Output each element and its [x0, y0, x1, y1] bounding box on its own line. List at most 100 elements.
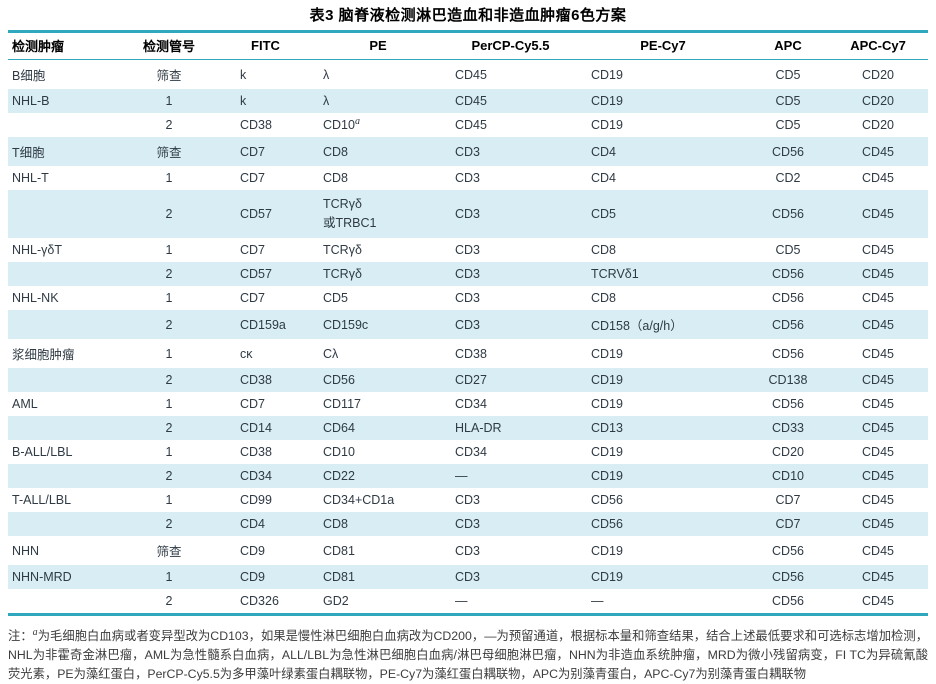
table-cell: CD7: [240, 171, 266, 185]
table-cell: CD45: [862, 493, 894, 507]
table-cell: 2: [165, 207, 173, 221]
table-cell: CD19: [591, 445, 623, 459]
table-cell: CD19: [591, 543, 623, 558]
table-cell: CD8: [323, 144, 349, 159]
table-row: NHN-MRD 1 CD9 CD81 CD3 CD19 CD56 CD45: [8, 565, 928, 589]
table-cell: CD19: [591, 397, 623, 411]
table-row: B细胞 筛查 k λ CD45 CD19 CD5 CD20: [8, 60, 928, 90]
table-cell: CD10: [323, 445, 355, 459]
table-cell: 1: [165, 397, 173, 411]
table-cell: Cλ: [323, 346, 339, 361]
table-cell: CD9: [240, 570, 266, 584]
table-cell: CD4: [591, 144, 617, 159]
table-cell: NHN: [12, 543, 40, 558]
table-row: T细胞 筛查 CD7 CD8 CD3 CD4 CD56 CD45: [8, 137, 928, 166]
table-cell: 浆细胞肿瘤: [12, 348, 75, 362]
table-cell: CD45: [862, 543, 894, 558]
table-cell: CD99: [240, 493, 272, 507]
table-cell: CD19: [591, 469, 623, 483]
table-cell: CD56: [772, 346, 804, 361]
table-cell: AML: [12, 397, 38, 411]
table-cell: 筛查: [156, 69, 182, 83]
table-row: 2 CD57 TCRγδ CD3 TCRVδ1 CD56 CD45: [8, 262, 928, 286]
table-cell: 2: [165, 317, 173, 332]
table-row: NHL-B 1 k λ CD45 CD19 CD5 CD20: [8, 89, 928, 113]
table-cell: CD5: [775, 67, 801, 82]
table-cell: CD56: [772, 543, 804, 558]
table-cell: CD159a: [240, 317, 286, 332]
table-cell: [8, 190, 120, 238]
table-cell: CD3: [455, 144, 481, 159]
table-cell: λ: [323, 94, 330, 108]
table-cell: 2: [165, 594, 173, 608]
table-cell: CD2: [775, 171, 801, 185]
header-cell-fitc: FITC: [218, 31, 313, 60]
footnote-prefix: 注：: [8, 629, 33, 643]
table-cell: CD10: [772, 469, 804, 483]
table-title: 表3 脑脊液检测淋巴造血和非造血肿瘤6色方案: [309, 7, 627, 24]
table-cell: CD20: [862, 118, 894, 132]
header-cell-apccy7: APC-Cy7: [828, 31, 928, 60]
table-cell: CD3: [455, 291, 481, 305]
table-cell: CD3: [455, 517, 481, 531]
table-cell: [8, 310, 120, 339]
table-cell: CD14: [240, 421, 272, 435]
table-cell: CD34: [455, 397, 487, 411]
table-cell: CD158（a/g/h）: [591, 319, 683, 333]
table-cell: 1: [165, 171, 173, 185]
table-cell: k: [240, 67, 247, 82]
table-cell: CD22: [323, 469, 355, 483]
table-cell: CD56: [323, 373, 355, 387]
table-cell: CD45: [455, 67, 487, 82]
table-cell: CD34: [455, 445, 487, 459]
table-cell: CD45: [862, 570, 894, 584]
table-cell: [8, 512, 120, 536]
footnote: 注：a为毛细胞白血病或者变异型改为CD103，如果是慢性淋巴细胞白血病改为CD2…: [8, 627, 928, 684]
scheme-table: 检测肿瘤 检测管号 FITC PE PerCP-Cy5.5 PE-Cy7 APC…: [8, 30, 928, 616]
table-cell: [8, 464, 120, 488]
table-cell: CD81: [323, 570, 355, 584]
table-cell: CD7: [775, 517, 801, 531]
table-cell: CD56: [772, 317, 804, 332]
table-cell: CD3: [455, 493, 481, 507]
table-cell: CD19: [591, 570, 623, 584]
table-cell: CD8: [323, 171, 349, 185]
table-cell: CD19: [591, 67, 623, 82]
table-cell: CD10a: [323, 115, 360, 132]
table-cell: CD8: [323, 517, 349, 531]
table-cell: NHL-γδT: [12, 243, 63, 257]
table-row: 2 CD57 TCRγδ 或TRBC1 CD3 CD5 CD56 CD45: [8, 190, 928, 238]
table-cell: k: [240, 94, 247, 108]
table-cell: 1: [165, 445, 173, 459]
table-cell: [8, 589, 120, 615]
table-cell: CD27: [455, 373, 487, 387]
table-cell: CD45: [862, 267, 894, 281]
table-cell: 2: [165, 421, 173, 435]
table-cell: [8, 368, 120, 392]
table-cell: CD56: [772, 570, 804, 584]
table-cell: B-ALL/LBL: [12, 445, 73, 459]
header-cell-percp: PerCP-Cy5.5: [443, 31, 578, 60]
table-cell: [8, 262, 120, 286]
table-row: NHL-γδT 1 CD7 TCRγδ CD3 CD8 CD5 CD45: [8, 238, 928, 262]
table-cell: CD3: [455, 317, 481, 332]
table-cell: CD56: [772, 594, 804, 608]
header-cell-tube: 检测管号: [120, 31, 218, 60]
table-cell: CD81: [323, 543, 355, 558]
table-row: 2 CD14 CD64 HLA-DR CD13 CD33 CD45: [8, 416, 928, 440]
table-cell: TCRVδ1: [591, 267, 639, 281]
table-cell: CD38: [240, 373, 272, 387]
table-cell: CD57: [240, 207, 272, 221]
table-row: T-ALL/LBL 1 CD99 CD34+CD1a CD3 CD56 CD7 CD45: [8, 488, 928, 512]
table-cell: CD159c: [323, 317, 369, 332]
table-cell: CD3: [455, 243, 481, 257]
table-cell: CD19: [591, 94, 623, 108]
table-cell: CD19: [591, 373, 623, 387]
table-cell: CD45: [862, 397, 894, 411]
table-cell: CD5: [323, 291, 349, 305]
table-cell: CD3: [455, 543, 481, 558]
table-row: 2 CD38 CD10a CD45 CD19 CD5 CD20: [8, 113, 928, 137]
table-cell: HLA-DR: [455, 421, 502, 435]
header-cell-pecy7: PE-Cy7: [578, 31, 748, 60]
table-cell: 1: [165, 243, 173, 257]
